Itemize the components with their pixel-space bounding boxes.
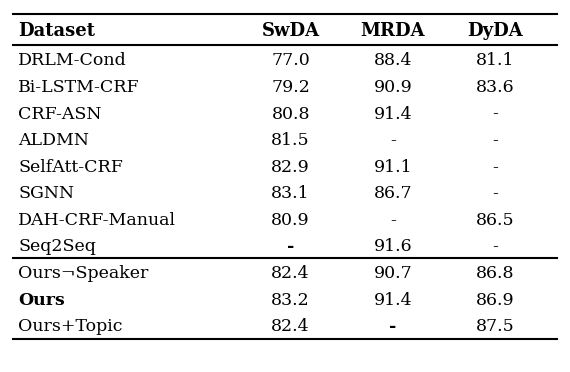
Text: 86.5: 86.5 — [475, 212, 514, 229]
Text: Ours+Topic: Ours+Topic — [18, 318, 123, 335]
Text: 82.4: 82.4 — [271, 318, 310, 335]
Text: 83.1: 83.1 — [271, 185, 310, 202]
Text: 80.9: 80.9 — [271, 212, 310, 229]
Text: 88.4: 88.4 — [373, 52, 412, 70]
Text: Ours¬Speaker: Ours¬Speaker — [18, 265, 149, 282]
Text: 81.1: 81.1 — [475, 52, 514, 70]
Text: 83.2: 83.2 — [271, 292, 310, 309]
Text: 82.4: 82.4 — [271, 265, 310, 282]
Text: Ours: Ours — [18, 292, 65, 309]
Text: 91.4: 91.4 — [373, 292, 412, 309]
Text: -: - — [492, 159, 498, 176]
Text: 86.9: 86.9 — [475, 292, 514, 309]
Text: DyDA: DyDA — [467, 22, 523, 40]
Text: 86.7: 86.7 — [373, 185, 412, 202]
Text: -: - — [492, 106, 498, 123]
Text: 83.6: 83.6 — [475, 79, 514, 96]
Text: 91.6: 91.6 — [373, 238, 412, 256]
Text: -: - — [492, 185, 498, 202]
Text: SGNN: SGNN — [18, 185, 75, 202]
Text: CRF-ASN: CRF-ASN — [18, 106, 102, 123]
Text: DAH-CRF-Manual: DAH-CRF-Manual — [18, 212, 176, 229]
Text: -: - — [287, 238, 294, 256]
Text: 77.0: 77.0 — [271, 52, 310, 70]
Text: -: - — [492, 238, 498, 256]
Text: SelfAtt-CRF: SelfAtt-CRF — [18, 159, 123, 176]
Text: -: - — [390, 212, 396, 229]
Text: 90.9: 90.9 — [373, 79, 412, 96]
Text: SwDA: SwDA — [262, 22, 320, 40]
Text: 80.8: 80.8 — [271, 106, 310, 123]
Text: 86.8: 86.8 — [475, 265, 514, 282]
Text: Dataset: Dataset — [18, 22, 95, 40]
Text: ALDMN: ALDMN — [18, 132, 89, 149]
Text: 90.7: 90.7 — [373, 265, 412, 282]
Text: 82.9: 82.9 — [271, 159, 310, 176]
Text: 79.2: 79.2 — [271, 79, 310, 96]
Text: 81.5: 81.5 — [271, 132, 310, 149]
Text: 87.5: 87.5 — [475, 318, 514, 335]
Text: -: - — [389, 318, 397, 335]
Text: -: - — [390, 132, 396, 149]
Text: Seq2Seq: Seq2Seq — [18, 238, 96, 256]
Text: 91.1: 91.1 — [373, 159, 412, 176]
Text: 91.4: 91.4 — [373, 106, 412, 123]
Text: MRDA: MRDA — [360, 22, 425, 40]
Text: Bi-LSTM-CRF: Bi-LSTM-CRF — [18, 79, 140, 96]
Text: -: - — [492, 132, 498, 149]
Text: DRLM-Cond: DRLM-Cond — [18, 52, 127, 70]
